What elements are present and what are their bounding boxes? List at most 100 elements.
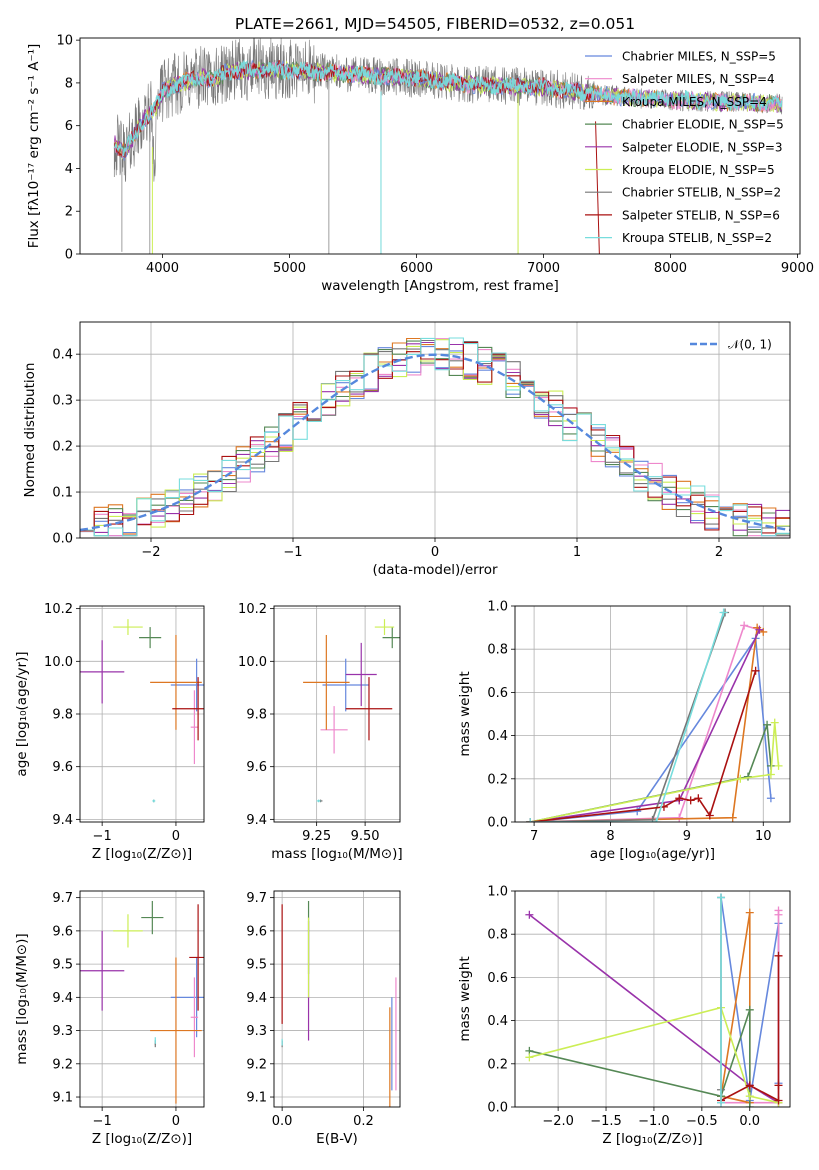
legend-label: Kroupa STELIB, N_SSP=2	[622, 231, 772, 245]
x-axis-label: mass [log₁₀(M/M⊙)]	[271, 846, 402, 862]
weight-line-5	[529, 1006, 779, 1104]
legend-label: Salpeter ELODIE, N_SSP=3	[622, 140, 783, 154]
y-tick-label: 9.7	[52, 891, 73, 906]
weight-line-8	[530, 612, 725, 822]
weight-marker-7	[705, 811, 714, 820]
y-tick-label: 9.8	[246, 708, 267, 723]
x-axis-label: Z [log₁₀(Z/Z⊙)]	[92, 1131, 192, 1147]
y-tick-label: 9.2	[246, 1057, 267, 1072]
x-tick-label: 0.0	[739, 1114, 760, 1129]
y-tick-label: 0.8	[487, 928, 508, 943]
y-tick-label: 10.2	[44, 602, 73, 617]
gaussian-curve	[80, 353, 790, 532]
x-axis-label: wavelength [Angstrom, rest frame]	[321, 278, 559, 294]
residuals-panel: −2 −1 0 1 2 0.0 0.1 0.2 0.3 0.4 (data-model)/error…	[22, 321, 791, 578]
y-tick-label: 9.3	[246, 1024, 267, 1039]
y-tick-label: 9.1	[246, 1091, 267, 1106]
figure-title: PLATE=2661, MJD=54505, FIBERID=0532, z=0…	[235, 15, 635, 33]
axes-frame	[273, 605, 401, 823]
y-tick-label: 4	[65, 162, 73, 177]
x-tick-label: 4000	[146, 261, 179, 276]
weight-marker-5	[745, 1092, 754, 1101]
y-tick-label: 10.0	[44, 655, 73, 670]
y-tick-label: 9.6	[52, 924, 73, 939]
plot-area	[526, 608, 783, 822]
y-tick-label: 9.2	[52, 1057, 73, 1072]
weight-marker-8	[652, 818, 661, 822]
x-tick-label: 9	[683, 829, 691, 844]
plot-area	[80, 337, 790, 537]
plot-area	[113, 38, 783, 254]
x-tick-label: −1	[283, 545, 302, 560]
weight-marker-7	[694, 794, 703, 803]
weight-marker-0	[766, 794, 775, 803]
plot-area	[80, 619, 204, 803]
x-tick-label: 7000	[527, 261, 560, 276]
legend-label: Chabrier ELODIE, N_SSP=5	[622, 118, 784, 132]
weight-marker-5	[525, 1053, 534, 1062]
x-tick-label: −1.0	[638, 1114, 670, 1129]
x-tick-label: 9000	[781, 261, 814, 276]
x-tick-label: 0	[431, 545, 439, 560]
y-tick-label: 0.0	[487, 1101, 508, 1116]
weight-marker-8	[717, 1098, 726, 1107]
x-tick-label: 9.50	[351, 829, 380, 844]
y-tick-label: 1.0	[487, 885, 508, 900]
x-axis-label: E(B-V)	[316, 1131, 358, 1147]
y-tick-label: 0.6	[487, 686, 508, 701]
x-tick-label: −1.5	[590, 1114, 622, 1129]
weight-line-0	[530, 636, 772, 822]
x-tick-label: 9.25	[302, 829, 331, 844]
y-tick-label: 0.1	[52, 486, 73, 501]
x-tick-label: 0	[172, 829, 180, 844]
weight-marker-0	[633, 807, 642, 816]
mass-vs-EBV-panel: 0.0 0.2 9.1 9.2 9.3 9.4 9.5 9.6 9.7 E(B-V)	[246, 890, 401, 1147]
y-tick-label: 9.4	[246, 991, 267, 1006]
weight-marker-5	[736, 774, 745, 783]
model-line-0	[114, 59, 782, 161]
y-tick-label: 9.4	[246, 813, 267, 828]
age-vs-mass-panel: 9.25 9.50 9.4 9.6 9.8 10.0 10.2 mass [log₁₀(M/M…	[238, 602, 403, 862]
y-tick-label: 9.8	[52, 708, 73, 723]
y-axis-label: mass weight	[457, 956, 473, 1041]
y-tick-label: 0.6	[487, 971, 508, 986]
legend-label: 𝒩(0, 1)	[728, 338, 772, 352]
axes-frame	[514, 890, 791, 1108]
y-tick-label: 9.1	[52, 1091, 73, 1106]
x-tick-label: 10	[755, 829, 772, 844]
legend-label: Chabrier MILES, N_SSP=5	[622, 50, 776, 64]
weight-marker-3	[763, 720, 772, 729]
model-line-8	[113, 59, 783, 157]
weight-line-5	[530, 722, 780, 822]
weight-marker-6	[648, 815, 657, 822]
weight-marker-3	[745, 1103, 754, 1107]
axes-frame	[79, 605, 205, 823]
weight-line-4	[530, 629, 761, 822]
y-tick-label: 9.5	[52, 958, 73, 973]
y-axis-label: age [log₁₀(age/yr)]	[14, 651, 30, 776]
weight-line-1	[530, 624, 760, 822]
y-tick-label: 0.4	[487, 729, 508, 744]
weight-marker-2	[745, 908, 754, 917]
weight-marker-5	[774, 761, 783, 770]
y-tick-label: 0.2	[52, 440, 73, 455]
x-axis-label: (data-model)/error	[372, 562, 498, 578]
axes-frame	[79, 321, 791, 539]
weight-vs-age-panel: 7 8 9 10 0.0 0.2 0.4 0.6 0.8 1.0 age [log₁₀(age/yr…	[457, 600, 791, 862]
plot-area	[281, 900, 397, 1107]
weight-marker-8	[526, 818, 535, 822]
spectrum-panel: 4000 5000 6000 7000 8000 9000 0 2 4 6 8 10 wavelengt…	[26, 34, 814, 294]
axes-frame	[514, 605, 791, 823]
y-tick-label: 6	[65, 119, 73, 134]
x-tick-label: −0.5	[686, 1114, 718, 1129]
weight-marker-1	[675, 813, 684, 822]
y-tick-label: 0.2	[487, 772, 508, 787]
weight-marker-7	[751, 666, 760, 675]
y-tick-label: 8	[65, 76, 73, 91]
weight-marker-3	[745, 1005, 754, 1014]
x-tick-label: 0.2	[353, 1114, 374, 1129]
weight-marker-2	[728, 813, 737, 822]
y-tick-label: 0.2	[487, 1057, 508, 1072]
weight-marker-7	[774, 1096, 783, 1105]
